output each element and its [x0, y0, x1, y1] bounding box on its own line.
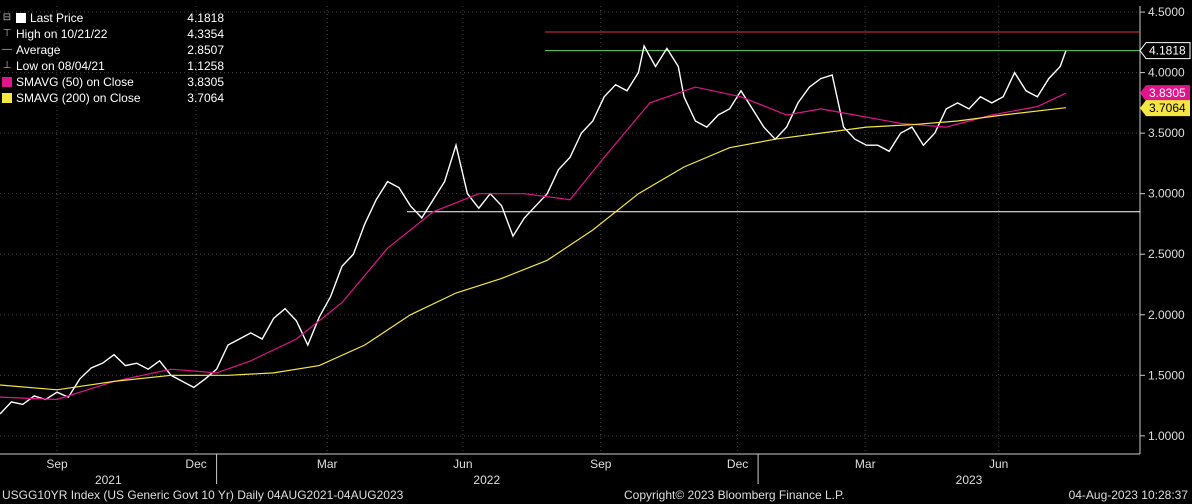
- last-price-swatch: [16, 13, 26, 23]
- grid-lines: [0, 6, 1140, 454]
- price-tag-shape: [1140, 100, 1190, 117]
- x-tick-label: Sep: [46, 457, 68, 471]
- x-tick-label: Sep: [590, 457, 612, 471]
- y-tick-label: 2.0000: [1148, 308, 1185, 322]
- price-tag-shape: [1139, 42, 1191, 60]
- price-tag-label: 3.8305: [1149, 86, 1186, 100]
- legend-high: ⊤ High on 10/21/22 4.3354: [2, 27, 224, 41]
- average-line-icon: —: [2, 44, 12, 55]
- price-tag-sma200: 3.7064: [1140, 100, 1190, 117]
- series-line-sma200: [0, 107, 1066, 391]
- x-tick-label: Dec: [727, 457, 748, 471]
- x-tick-label: Jun: [453, 457, 472, 471]
- y-tick-label: 4.0000: [1148, 66, 1185, 80]
- footer-security: USGG10YR Index (US Generic Govt 10 Yr) D…: [2, 488, 404, 502]
- x-tick-label: Mar: [317, 457, 338, 471]
- x-tick-label: Mar: [855, 457, 876, 471]
- reference-lines: [406, 31, 1140, 213]
- series-lines: [0, 44, 1067, 415]
- x-tick-label: Jun: [989, 457, 1008, 471]
- year-label: 2022: [473, 473, 500, 487]
- low-marker-icon: ⊥: [2, 60, 12, 71]
- legend-last-price: ⊟ Last Price 4.1818: [2, 11, 224, 25]
- footer-copyright: Copyright© 2023 Bloomberg Finance L.P.: [624, 488, 845, 502]
- year-label: 2023: [956, 473, 983, 487]
- legend-sma50: SMAVG (50) on Close 3.8305: [2, 74, 224, 90]
- axis-ticks: 1.0000 1.5000 2.0000 2.5000 3.0000 3.5000 4.00…: [0, 5, 1185, 487]
- x-tick-label: Dec: [185, 457, 206, 471]
- price-tag-label: 4.1818: [1149, 44, 1186, 58]
- price-tag-label: 3.7064: [1149, 101, 1186, 115]
- sma50-swatch: [2, 77, 12, 87]
- series-line-price: [0, 44, 1067, 415]
- price-tag-sma50: 3.8305: [1140, 85, 1190, 102]
- footer: USGG10YR Index (US Generic Govt 10 Yr) D…: [0, 486, 1192, 504]
- y-tick-label: 1.0000: [1148, 429, 1185, 443]
- series-line-sma50: [0, 86, 1067, 401]
- legend: ⊟ Last Price 4.1818 ⊤ High on 10/21/22 4…: [2, 10, 224, 106]
- footer-timestamp: 04-Aug-2023 10:28:37: [1068, 488, 1188, 502]
- collapse-icon[interactable]: ⊟: [2, 12, 12, 23]
- legend-sma200: SMAVG (200) on Close 3.7064: [2, 90, 224, 106]
- y-tick-label: 1.5000: [1148, 368, 1185, 382]
- legend-low: ⊥ Low on 08/04/21 1.1258: [2, 59, 224, 73]
- legend-average: — Average 2.8507: [2, 43, 224, 57]
- y-tick-label: 2.5000: [1148, 247, 1185, 261]
- y-tick-label: 4.5000: [1148, 5, 1185, 19]
- high-marker-icon: ⊤: [2, 28, 12, 39]
- y-tick-label: 3.5000: [1148, 126, 1185, 140]
- year-label: 2021: [95, 473, 122, 487]
- sma200-swatch: [2, 93, 12, 103]
- price-tag-last: 4.1818: [1139, 42, 1191, 60]
- price-tag-shape: [1140, 85, 1190, 102]
- y-tick-label: 3.0000: [1148, 187, 1185, 201]
